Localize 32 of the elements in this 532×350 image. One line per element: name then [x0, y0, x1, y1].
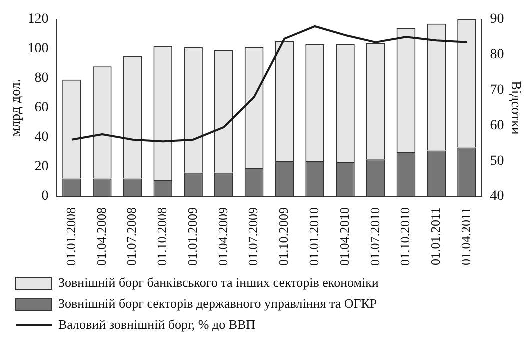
x-tick-label: 01.01.2011 [428, 208, 444, 266]
y2-tick-label: 60 [490, 118, 504, 134]
legend-label: Валовий зовнішній борг, % до ВВП [58, 316, 256, 332]
x-tick-label: 01.04.2011 [458, 208, 474, 266]
y-axis-title: млрд дол. [9, 79, 24, 137]
y-tick-label: 80 [34, 71, 49, 86]
x-tick-label: 01.07.2008 [124, 208, 140, 266]
x-tick-label: 01.04.2009 [215, 208, 230, 266]
x-tick-label: 01.10.2008 [154, 208, 170, 266]
x-tick-label: 01.04.2008 [94, 208, 109, 266]
x-tick-label: 01.01.2008 [63, 208, 78, 266]
y2-tick-label: 90 [490, 12, 504, 28]
y-tick-label: 100 [28, 42, 49, 57]
x-tick-label: 01.04.2010 [336, 208, 352, 266]
y-tick-label: 120 [28, 12, 49, 28]
y2-tick-label: 70 [490, 82, 504, 98]
x-tick-label: 01.01.2010 [306, 208, 322, 266]
x-tick-label: 01.01.2009 [184, 208, 200, 266]
y2-axis-title: Відсотки [508, 81, 523, 136]
y2-tick-label: 80 [490, 47, 504, 62]
y-tick-label: 40 [34, 130, 49, 146]
y-tick-label: 60 [34, 100, 49, 116]
x-tick-label: 01.07.2009 [246, 208, 261, 266]
y-tick-label: 20 [34, 160, 49, 175]
y-tick-label: 0 [42, 189, 49, 204]
legend-label: Зовнішній борг секторів державного управління та ОГКР [58, 296, 378, 311]
y2-tick-label: 50 [490, 154, 504, 169]
x-tick-label: 01.10.2009 [276, 208, 292, 266]
x-tick-label: 01.10.2010 [398, 208, 413, 266]
legend-label: Зовнішній борг банківського та інших секторів економіки [58, 274, 379, 290]
x-tick-label: 01.07.2010 [367, 208, 382, 266]
y2-tick-label: 40 [490, 189, 504, 204]
